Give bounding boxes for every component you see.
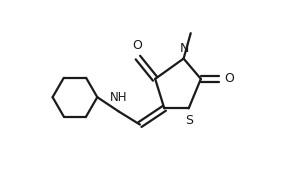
Text: S: S xyxy=(185,114,193,127)
Text: O: O xyxy=(224,72,234,85)
Text: NH: NH xyxy=(109,91,127,104)
Text: O: O xyxy=(132,40,142,52)
Text: N: N xyxy=(180,42,189,55)
